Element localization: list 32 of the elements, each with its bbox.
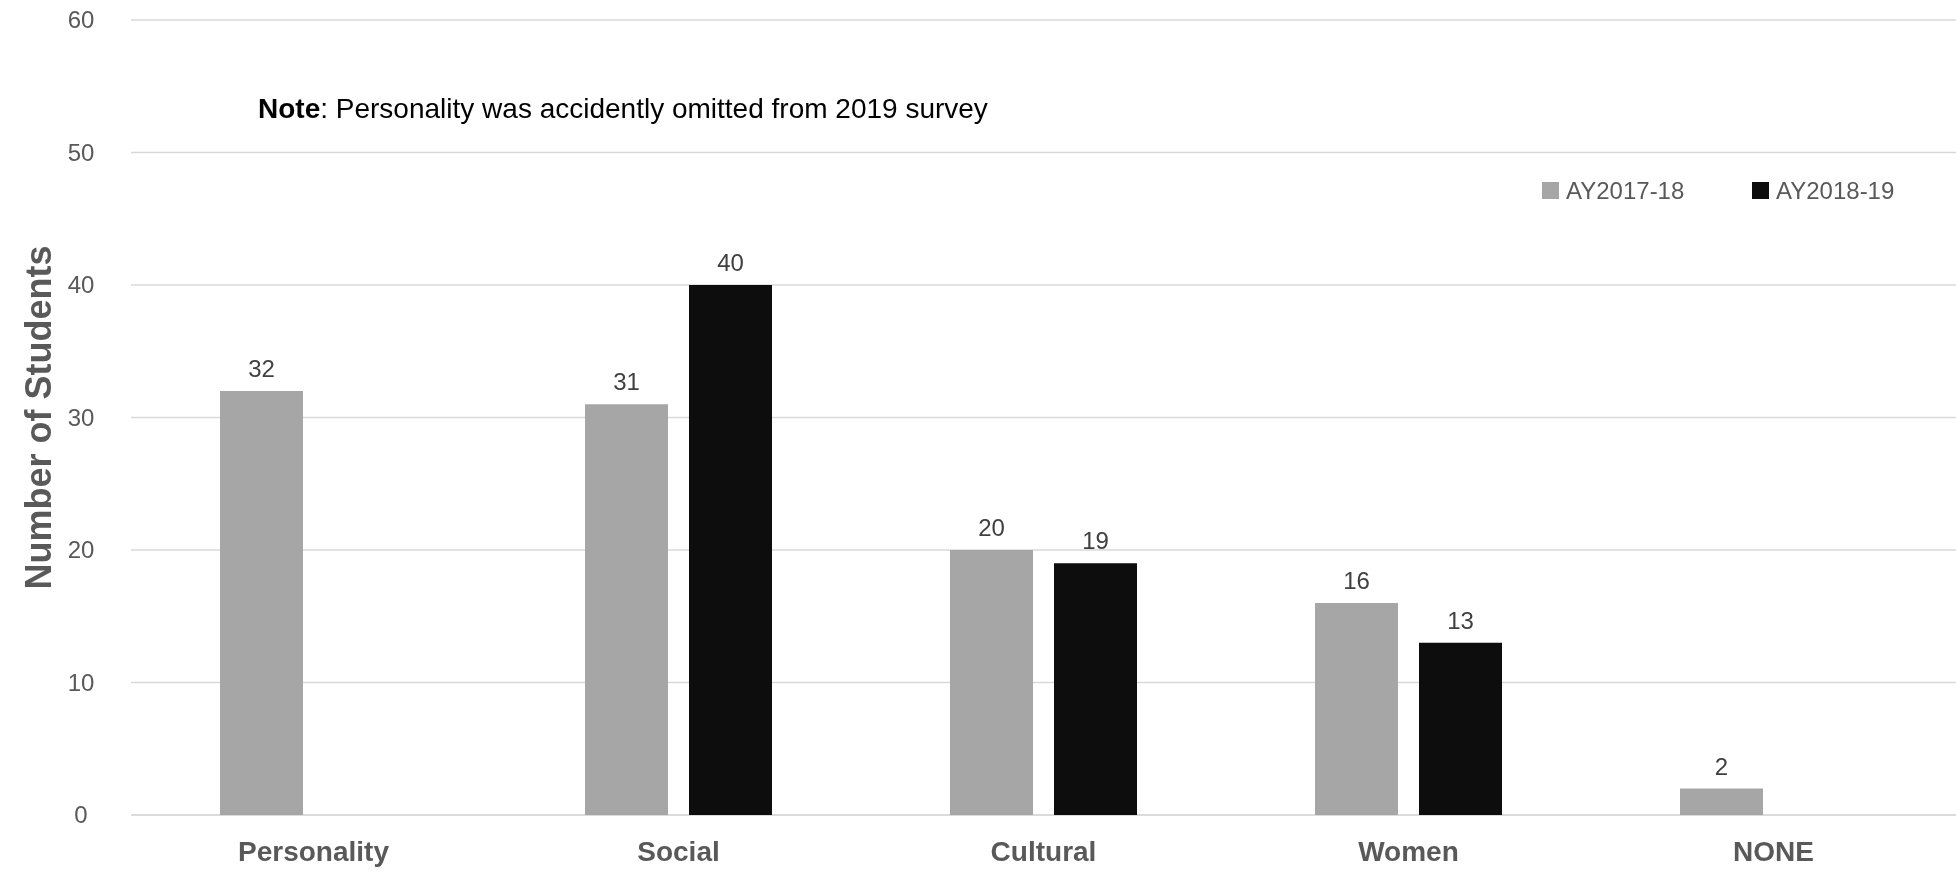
data-label: 31: [613, 368, 640, 396]
bar: [689, 285, 772, 815]
y-tick-label: 0: [74, 801, 88, 829]
bar: [220, 391, 303, 815]
data-label: 20: [978, 514, 1005, 541]
data-label: 2: [1714, 752, 1729, 780]
legend-label: AY2017-18: [1566, 177, 1685, 205]
legend-label: AY2018-19: [1776, 177, 1895, 205]
x-tick-label: Women: [1358, 836, 1459, 867]
x-tick-label: Cultural: [990, 836, 1097, 867]
x-tick-label: Social: [637, 836, 720, 867]
y-axis-title: Number of Students: [17, 245, 59, 590]
y-tick-label: 40: [67, 271, 95, 299]
y-tick-label: 20: [67, 536, 95, 564]
bar: [585, 404, 668, 815]
bar: [1054, 563, 1137, 815]
data-label: 16: [1343, 567, 1370, 594]
bar: [1315, 603, 1398, 815]
x-tick-label: Personality: [238, 836, 390, 867]
data-label: 40: [717, 249, 744, 276]
bar: [1419, 642, 1502, 815]
y-tick-label: 60: [67, 6, 95, 34]
y-tick-label: 10: [67, 668, 95, 696]
bar: [950, 550, 1033, 815]
data-label: 19: [1082, 527, 1109, 555]
bar: [1680, 788, 1763, 815]
y-tick-label: 50: [67, 138, 95, 166]
data-label: 13: [1447, 606, 1474, 634]
data-label: 32: [248, 355, 275, 382]
x-tick-label: NONE: [1733, 836, 1814, 867]
y-tick-label: 30: [67, 403, 95, 431]
annotation: Note: Personality was accidently omitted from 2019 survey: [258, 92, 988, 124]
